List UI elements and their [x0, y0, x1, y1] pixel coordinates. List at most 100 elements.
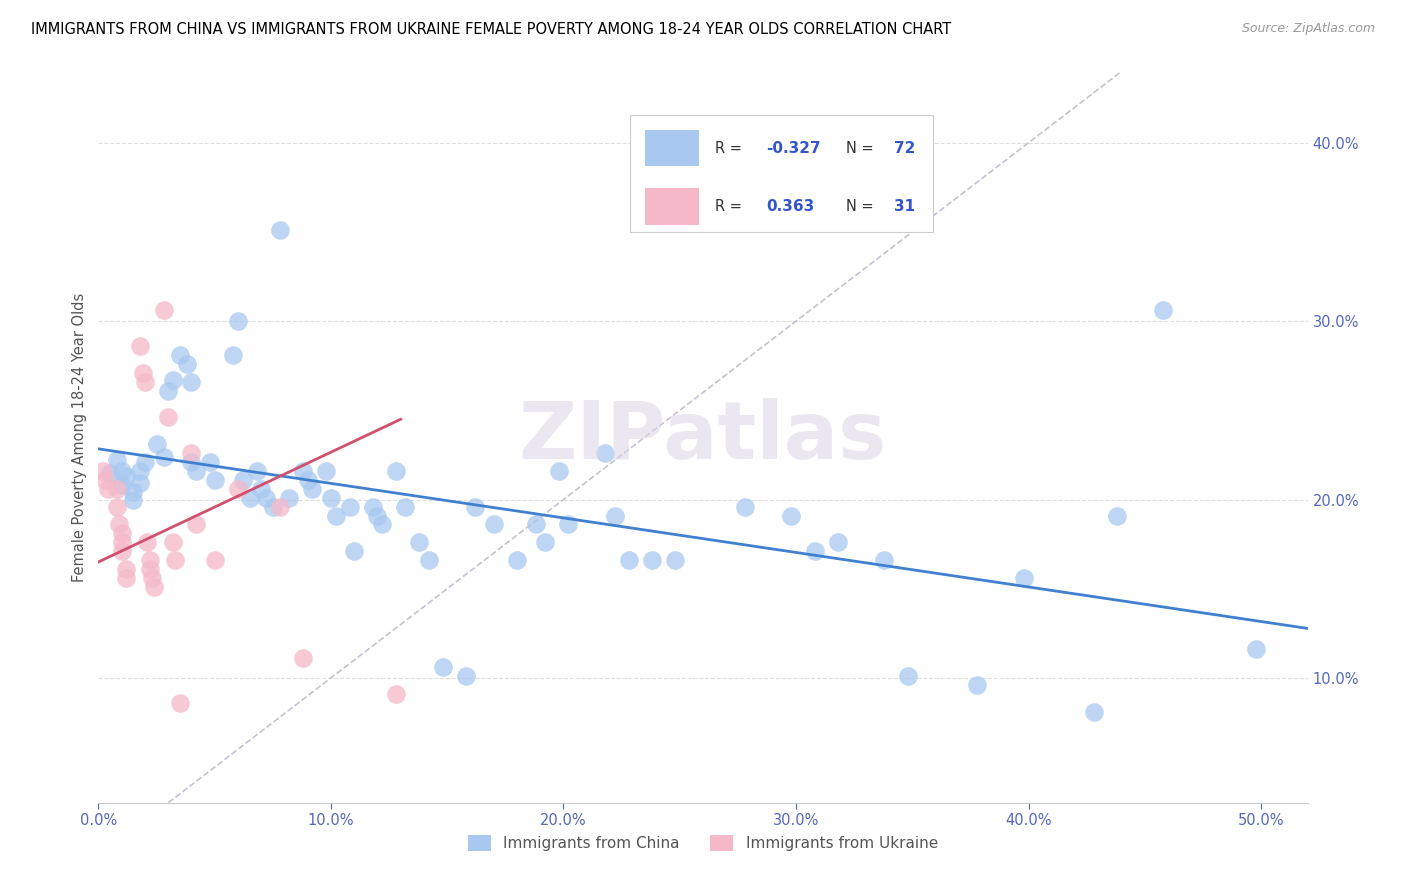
Point	[143, 580, 166, 594]
Point	[418, 553, 440, 567]
Point	[464, 500, 486, 514]
Point	[134, 455, 156, 469]
Point	[226, 482, 249, 496]
Point	[780, 508, 803, 523]
Point	[105, 482, 128, 496]
Text: 31: 31	[894, 199, 915, 214]
Point	[108, 517, 131, 532]
Point	[162, 535, 184, 549]
Point	[432, 660, 454, 674]
Point	[91, 464, 114, 478]
Point	[297, 473, 319, 487]
Point	[165, 553, 187, 567]
Point	[152, 450, 174, 464]
Legend: Immigrants from China, Immigrants from Ukraine: Immigrants from China, Immigrants from U…	[463, 830, 943, 857]
Point	[111, 464, 134, 478]
Point	[169, 348, 191, 362]
Point	[506, 553, 529, 567]
Point	[111, 535, 134, 549]
Point	[176, 357, 198, 371]
Point	[641, 553, 664, 567]
Point	[319, 491, 342, 505]
Point	[1105, 508, 1128, 523]
Text: Source: ZipAtlas.com: Source: ZipAtlas.com	[1241, 22, 1375, 36]
Point	[136, 535, 159, 549]
Point	[184, 464, 207, 478]
Point	[292, 651, 315, 665]
Point	[557, 517, 579, 532]
Point	[180, 455, 202, 469]
Point	[603, 508, 626, 523]
Point	[371, 517, 394, 532]
Point	[115, 571, 138, 585]
Text: R =: R =	[716, 199, 747, 214]
Text: ZIPatlas: ZIPatlas	[519, 398, 887, 476]
Text: -0.327: -0.327	[766, 141, 821, 155]
Point	[138, 562, 160, 576]
Point	[339, 500, 361, 514]
Text: 0.363: 0.363	[766, 199, 814, 214]
Point	[115, 562, 138, 576]
Point	[122, 485, 145, 500]
Point	[385, 464, 408, 478]
Point	[245, 464, 267, 478]
Point	[343, 544, 366, 558]
Point	[134, 375, 156, 389]
FancyBboxPatch shape	[645, 129, 699, 166]
Point	[111, 526, 134, 541]
Point	[664, 553, 686, 567]
Point	[111, 478, 134, 492]
Point	[325, 508, 347, 523]
Point	[534, 535, 557, 549]
Point	[966, 678, 988, 692]
Point	[595, 446, 617, 460]
Point	[105, 453, 128, 467]
Point	[315, 464, 337, 478]
Point	[1152, 303, 1174, 318]
Point	[204, 473, 226, 487]
Text: N =: N =	[845, 141, 877, 155]
Point	[115, 469, 138, 483]
Text: R =: R =	[716, 141, 747, 155]
Point	[361, 500, 384, 514]
Point	[269, 223, 291, 237]
Point	[827, 535, 849, 549]
Point	[366, 508, 388, 523]
Point	[262, 500, 284, 514]
Point	[131, 366, 153, 380]
Point	[617, 553, 640, 567]
Point	[803, 544, 825, 558]
Point	[184, 517, 207, 532]
Point	[239, 491, 262, 505]
Point	[232, 473, 254, 487]
Point	[111, 544, 134, 558]
Point	[94, 473, 117, 487]
Point	[254, 491, 277, 505]
Point	[152, 303, 174, 318]
Y-axis label: Female Poverty Among 18-24 Year Olds: Female Poverty Among 18-24 Year Olds	[72, 293, 87, 582]
FancyBboxPatch shape	[645, 188, 699, 225]
Point	[98, 466, 121, 480]
Point	[734, 500, 756, 514]
Text: N =: N =	[845, 199, 877, 214]
Point	[1083, 705, 1105, 719]
Point	[524, 517, 547, 532]
Point	[105, 500, 128, 514]
Point	[145, 437, 167, 451]
Point	[408, 535, 430, 549]
Point	[129, 464, 152, 478]
Point	[141, 571, 163, 585]
Point	[129, 339, 152, 353]
Point	[204, 553, 226, 567]
Point	[157, 410, 180, 425]
Point	[278, 491, 301, 505]
Point	[180, 375, 202, 389]
Point	[169, 696, 191, 710]
Point	[269, 500, 291, 514]
Point	[897, 669, 920, 683]
Point	[547, 464, 569, 478]
Point	[482, 517, 505, 532]
Point	[301, 482, 323, 496]
Point	[394, 500, 416, 514]
Point	[250, 482, 273, 496]
